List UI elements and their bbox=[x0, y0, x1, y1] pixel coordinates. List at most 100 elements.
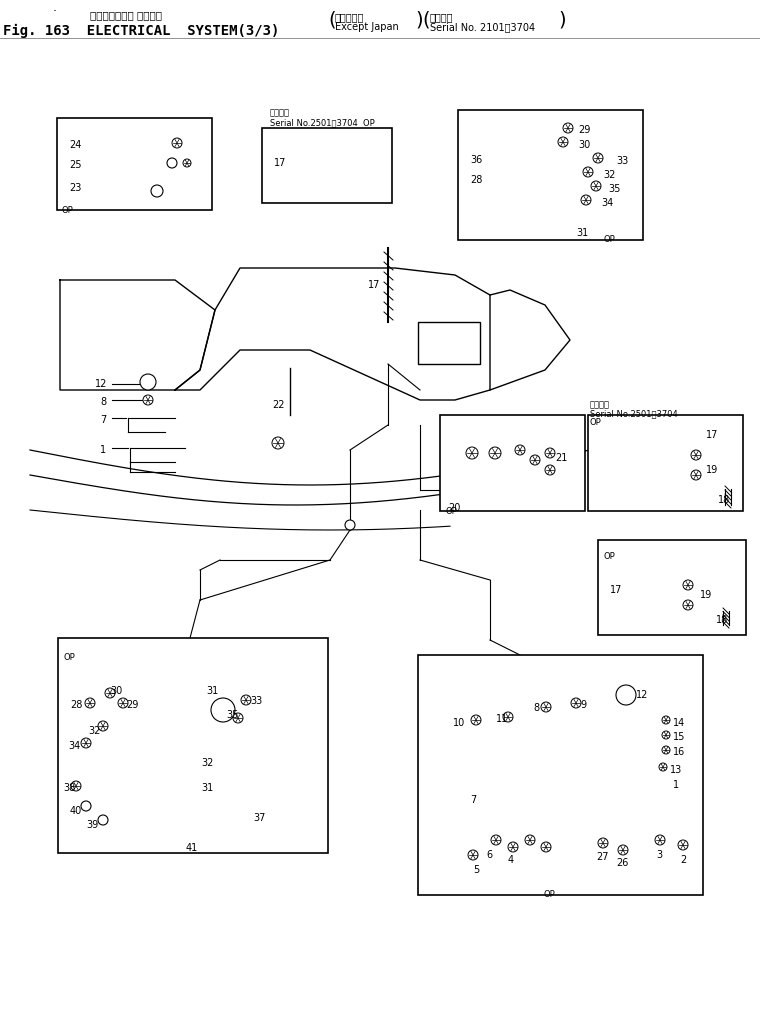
Circle shape bbox=[241, 695, 251, 705]
Circle shape bbox=[489, 447, 501, 459]
Circle shape bbox=[662, 746, 670, 754]
Text: OP: OP bbox=[62, 206, 74, 215]
Text: 適用号機: 適用号機 bbox=[430, 12, 454, 22]
Circle shape bbox=[211, 698, 235, 722]
Circle shape bbox=[530, 455, 540, 465]
Text: 36: 36 bbox=[470, 155, 483, 165]
Circle shape bbox=[98, 815, 108, 825]
Text: OP: OP bbox=[603, 552, 615, 561]
Circle shape bbox=[618, 845, 628, 855]
Text: 30: 30 bbox=[110, 686, 122, 696]
Circle shape bbox=[571, 698, 581, 708]
Text: 32: 32 bbox=[88, 726, 100, 736]
Text: 34: 34 bbox=[68, 741, 81, 751]
Text: 25: 25 bbox=[69, 160, 81, 170]
Bar bbox=[418, 322, 480, 364]
Circle shape bbox=[691, 450, 701, 460]
Text: 29: 29 bbox=[126, 700, 138, 710]
Circle shape bbox=[172, 138, 182, 148]
Text: (: ( bbox=[328, 10, 335, 29]
Circle shape bbox=[98, 721, 108, 731]
Circle shape bbox=[345, 520, 355, 530]
Text: 1: 1 bbox=[100, 445, 106, 455]
Circle shape bbox=[167, 158, 177, 168]
Text: 適用号機: 適用号機 bbox=[590, 400, 610, 409]
Text: 40: 40 bbox=[70, 806, 82, 816]
Bar bbox=[262, 128, 392, 203]
Text: 34: 34 bbox=[601, 198, 613, 208]
Text: 19: 19 bbox=[700, 590, 712, 600]
Circle shape bbox=[466, 447, 478, 459]
Text: エレクトリカル システム: エレクトリカル システム bbox=[90, 10, 162, 20]
Circle shape bbox=[272, 437, 284, 449]
Circle shape bbox=[85, 698, 95, 708]
Text: 38: 38 bbox=[63, 783, 75, 793]
Circle shape bbox=[118, 698, 128, 708]
Text: OP: OP bbox=[590, 418, 602, 427]
Circle shape bbox=[183, 159, 191, 167]
Circle shape bbox=[541, 702, 551, 712]
Circle shape bbox=[105, 688, 115, 698]
Text: 28: 28 bbox=[70, 700, 82, 710]
Text: 18: 18 bbox=[716, 615, 728, 625]
Text: 32: 32 bbox=[603, 170, 616, 180]
Circle shape bbox=[515, 445, 525, 455]
Text: Fig. 163  ELECTRICAL  SYSTEM(3/3): Fig. 163 ELECTRICAL SYSTEM(3/3) bbox=[3, 24, 280, 38]
Circle shape bbox=[683, 600, 693, 610]
Text: 2: 2 bbox=[680, 855, 686, 865]
Text: 22: 22 bbox=[272, 400, 284, 410]
Text: 14: 14 bbox=[673, 718, 686, 728]
Text: OP: OP bbox=[603, 235, 615, 244]
Text: 20: 20 bbox=[448, 503, 461, 512]
Text: 31: 31 bbox=[576, 228, 588, 238]
Text: ): ) bbox=[415, 10, 423, 29]
Text: 13: 13 bbox=[670, 765, 682, 775]
Circle shape bbox=[81, 801, 91, 811]
Text: 19: 19 bbox=[706, 465, 718, 475]
Text: 7: 7 bbox=[100, 415, 106, 425]
Text: 35: 35 bbox=[608, 184, 620, 194]
Text: 31: 31 bbox=[201, 783, 214, 793]
Bar bbox=[440, 415, 585, 511]
Text: (: ( bbox=[422, 10, 429, 29]
Circle shape bbox=[471, 715, 481, 725]
Bar bbox=[58, 638, 328, 853]
Text: 33: 33 bbox=[250, 696, 262, 706]
Text: 12: 12 bbox=[95, 379, 107, 390]
Text: 10: 10 bbox=[453, 718, 465, 728]
Text: 17: 17 bbox=[274, 158, 287, 168]
Circle shape bbox=[233, 713, 243, 723]
Text: 30: 30 bbox=[578, 140, 591, 150]
Circle shape bbox=[491, 835, 501, 845]
Circle shape bbox=[662, 716, 670, 724]
Text: 6: 6 bbox=[486, 850, 492, 860]
Text: Serial No.2501～3704: Serial No.2501～3704 bbox=[590, 409, 678, 418]
Bar bbox=[418, 655, 703, 895]
Text: 28: 28 bbox=[470, 175, 483, 184]
Circle shape bbox=[591, 181, 601, 191]
Text: 8: 8 bbox=[100, 397, 106, 407]
Text: 24: 24 bbox=[69, 140, 81, 150]
Text: 23: 23 bbox=[69, 183, 81, 193]
Bar bbox=[598, 540, 746, 636]
Text: 16: 16 bbox=[673, 747, 686, 757]
Bar bbox=[458, 110, 643, 240]
Circle shape bbox=[508, 842, 518, 852]
Text: ): ) bbox=[558, 10, 565, 29]
Text: 17: 17 bbox=[368, 280, 380, 290]
Text: 35: 35 bbox=[226, 710, 239, 720]
Circle shape bbox=[678, 840, 688, 850]
Text: 11: 11 bbox=[496, 714, 508, 724]
Text: 7: 7 bbox=[470, 795, 477, 805]
Text: 33: 33 bbox=[616, 156, 629, 166]
Circle shape bbox=[659, 763, 667, 771]
Text: 17: 17 bbox=[706, 430, 718, 440]
Text: 8: 8 bbox=[533, 703, 539, 713]
Text: 37: 37 bbox=[253, 813, 265, 823]
Text: 12: 12 bbox=[636, 690, 648, 700]
Circle shape bbox=[81, 738, 91, 748]
Text: OP: OP bbox=[543, 890, 555, 899]
Bar bbox=[57, 118, 212, 210]
Text: OP: OP bbox=[445, 507, 457, 516]
Text: 9: 9 bbox=[580, 700, 586, 710]
